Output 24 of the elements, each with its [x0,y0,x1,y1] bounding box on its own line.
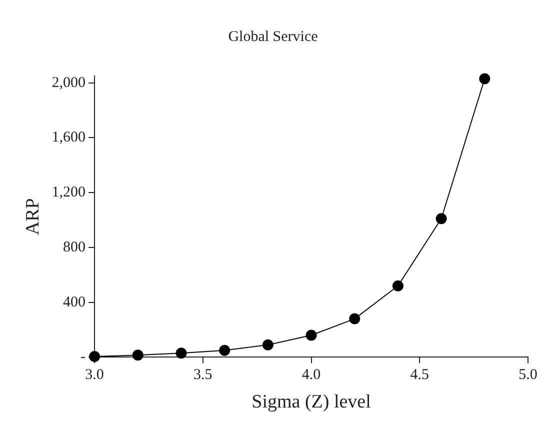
y-tick-label: 800 [63,239,86,256]
point [306,330,317,341]
point [176,348,187,359]
x-tick-label: 4.0 [302,367,321,384]
y-tick-label: - [80,349,86,366]
x-tick-label: 3.0 [85,367,104,384]
point [479,73,490,84]
y-tick-label: 1,200 [52,184,86,201]
y-axis-title: ARP [22,198,44,236]
x-tick-label: 4.5 [410,367,430,384]
x-tick-label: 5.0 [518,367,538,384]
chart-title: Global Service [228,28,318,45]
point [89,351,100,362]
x-axis-title: Sigma (Z) level [252,392,371,413]
point [262,339,274,350]
point [219,344,230,356]
y-tick-label: 1,600 [52,130,86,146]
point [132,350,144,361]
point [392,280,404,292]
point [349,313,360,324]
y-tick-label: 400 [63,294,86,310]
y-tick-label: 2,000 [52,74,86,91]
x-tick-label: 3.5 [194,367,212,384]
point [436,213,447,224]
